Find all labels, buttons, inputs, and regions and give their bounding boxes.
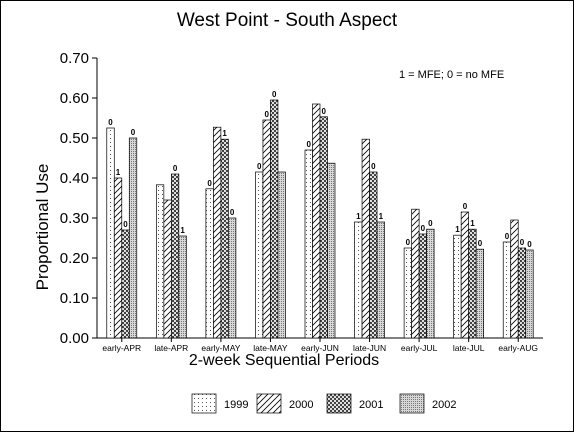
legend-swatch-2002 <box>399 393 425 414</box>
y-tick-label: 0.20 <box>60 250 89 267</box>
bar-2001-early-AUG <box>517 247 527 339</box>
bar-2002-late-MAY <box>277 171 286 339</box>
data-label: 0 <box>463 202 468 211</box>
legend-swatch-2000 <box>256 393 282 414</box>
bar-2000-early-AUG <box>510 219 519 339</box>
legend-swatch-1999 <box>191 393 217 414</box>
data-label: 0 <box>527 240 532 249</box>
data-label: 0 <box>505 232 510 241</box>
x-tick-label: early-MAY <box>201 343 240 353</box>
x-tick-label: late-JUN <box>353 343 386 353</box>
data-label: 1 <box>470 219 475 228</box>
bar-1999-late-APR <box>155 184 165 339</box>
legend-swatch-2001 <box>326 393 352 414</box>
data-label: 0 <box>257 162 262 171</box>
y-axis-label: Proportional Use <box>33 164 52 291</box>
data-label: 0 <box>108 118 113 127</box>
y-tick-label: 0.60 <box>60 90 89 107</box>
legend-label-1999: 1999 <box>224 399 248 411</box>
bar-1999-late-JUN <box>354 221 363 339</box>
bar-2002-late-JUN <box>376 221 385 339</box>
data-label: 0 <box>264 110 269 119</box>
legend-label-2000: 2000 <box>289 399 313 411</box>
y-tick-label: 0.50 <box>60 130 89 147</box>
y-tick-label: 0.30 <box>60 210 89 227</box>
bar-2002-late-JUL <box>475 248 485 339</box>
bar-2002-early-APR <box>128 137 138 339</box>
bar-2000-late-JUN <box>361 138 370 339</box>
bar-2001-early-APR <box>121 229 130 339</box>
data-label: 0 <box>478 239 483 248</box>
bar-2001-late-JUN <box>369 171 378 339</box>
bar-2001-early-JUN <box>319 116 328 339</box>
bar-1999-early-MAY <box>205 188 214 339</box>
x-tick-label: early-APR <box>102 343 141 353</box>
data-label: 0 <box>428 219 433 228</box>
data-label: 0 <box>173 164 178 173</box>
mfe-annotation: 1 = MFE; 0 = no MFE <box>399 69 504 81</box>
legend-label-2001: 2001 <box>359 399 383 411</box>
bar-2001-early-MAY <box>220 138 229 339</box>
data-label: 0 <box>123 220 128 229</box>
data-label: 1 <box>455 225 460 234</box>
data-label: 0 <box>207 179 212 188</box>
bar-2002-early-AUG <box>525 249 534 339</box>
y-tick-label: 0.00 <box>60 330 89 347</box>
bar-2001-late-MAY <box>270 99 279 339</box>
bar-2000-late-APR <box>163 199 172 339</box>
data-label: 0 <box>421 224 426 233</box>
bar-2002-early-JUL <box>426 228 435 339</box>
bar-2000-early-JUL <box>411 208 420 339</box>
bar-1999-late-JUL <box>453 234 462 339</box>
x-axis-label: 2-week Sequential Periods <box>189 352 379 369</box>
bar-2002-early-JUN <box>327 162 336 339</box>
y-tick-label: 0.40 <box>60 170 89 187</box>
bar-2000-early-APR <box>113 177 123 339</box>
x-tick-label: late-JUL <box>453 343 485 353</box>
data-label: 1 <box>180 226 185 235</box>
bar-2000-late-MAY <box>262 119 271 339</box>
x-tick-label: early-AUG <box>498 343 538 353</box>
data-label: 1 <box>379 212 384 221</box>
bar-1999-early-JUN <box>304 149 313 339</box>
bar-1999-early-JUL <box>403 247 412 339</box>
y-tick-label: 0.70 <box>60 50 89 67</box>
data-label: 0 <box>322 107 327 116</box>
data-label: 0 <box>131 128 136 137</box>
bar-2002-late-APR <box>178 235 187 339</box>
data-label: 0 <box>371 162 376 171</box>
bar-2002-early-MAY <box>228 217 237 339</box>
bar-2000-early-JUN <box>312 103 321 339</box>
data-label: 1 <box>222 129 227 138</box>
chart-title: West Point - South Aspect <box>177 10 398 31</box>
legend: 1999 2000 2001 2002 <box>191 393 456 414</box>
bar-2000-late-JUL <box>460 211 470 339</box>
bar-2001-early-JUL <box>418 233 427 339</box>
legend-label-2002: 2002 <box>432 399 456 411</box>
data-label: 0 <box>307 140 312 149</box>
y-tick-label: 0.10 <box>60 290 89 307</box>
data-label: 0 <box>520 238 525 247</box>
bar-1999-early-APR <box>106 127 115 339</box>
data-label: 1 <box>116 168 121 177</box>
bar-2000-early-MAY <box>213 126 222 339</box>
data-label: 0 <box>230 208 235 217</box>
bar-2001-late-JUL <box>468 228 477 339</box>
x-tick-label: early-JUN <box>301 343 339 353</box>
data-label: 0 <box>272 90 277 99</box>
x-tick-label: early-JUL <box>401 343 438 353</box>
bar-1999-late-MAY <box>255 171 264 339</box>
x-tick-label: late-MAY <box>253 343 288 353</box>
plot-area: 0.00 0.10 0.20 0.30 0.40 0.50 0.60 0.70 early-AP… <box>60 50 543 353</box>
bar-1999-early-AUG <box>502 241 512 339</box>
bar-2001-late-APR <box>170 173 180 339</box>
data-label: 1 <box>356 212 361 221</box>
data-label: 0 <box>406 238 411 247</box>
x-tick-label: late-APR <box>154 343 188 353</box>
